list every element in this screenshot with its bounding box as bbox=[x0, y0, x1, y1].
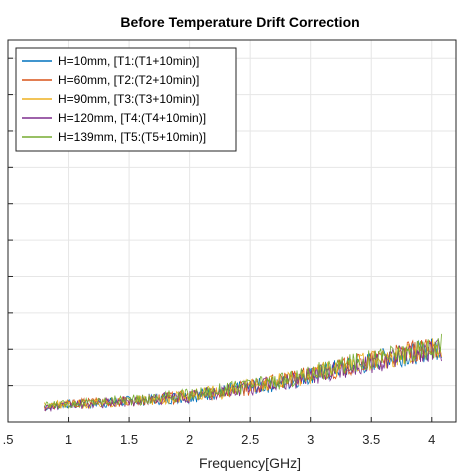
x-tick-label: 4 bbox=[428, 432, 435, 447]
chart-title: Before Temperature Drift Correction bbox=[120, 14, 359, 30]
legend-label: H=139mm, [T5:(T5+10min)] bbox=[58, 130, 206, 144]
legend-label: H=90mm, [T3:(T3+10min)] bbox=[58, 92, 199, 106]
x-tick-label: 1 bbox=[65, 432, 72, 447]
plot-frame bbox=[7, 39, 457, 423]
legend-box bbox=[15, 47, 237, 152]
data-series bbox=[43, 333, 442, 413]
x-tick-label: 3 bbox=[307, 432, 314, 447]
series-line bbox=[43, 338, 442, 410]
legend-label: H=60mm, [T2:(T2+10min)] bbox=[58, 73, 199, 87]
x-tick-label: 1.5 bbox=[120, 432, 138, 447]
legend-label: H=120mm, [T4:(T4+10min)] bbox=[58, 111, 206, 125]
series-line bbox=[44, 338, 442, 413]
x-tick-label: 2 bbox=[186, 432, 193, 447]
x-tick-label: 3.5 bbox=[362, 432, 380, 447]
series-line bbox=[43, 333, 442, 409]
axis-ticks: .5 1 1.5 2 2.5 3 3.5 4 bbox=[3, 57, 435, 447]
x-tick-label: 2.5 bbox=[241, 432, 259, 447]
legend-label: H=10mm, [T1:(T1+10min)] bbox=[58, 54, 199, 68]
x-tick-label: .5 bbox=[3, 432, 14, 447]
legend: H=10mm, [T1:(T1+10min)] H=60mm, [T2:(T2+1… bbox=[15, 47, 237, 152]
x-axis-label: Frequency[GHz] bbox=[199, 455, 301, 471]
